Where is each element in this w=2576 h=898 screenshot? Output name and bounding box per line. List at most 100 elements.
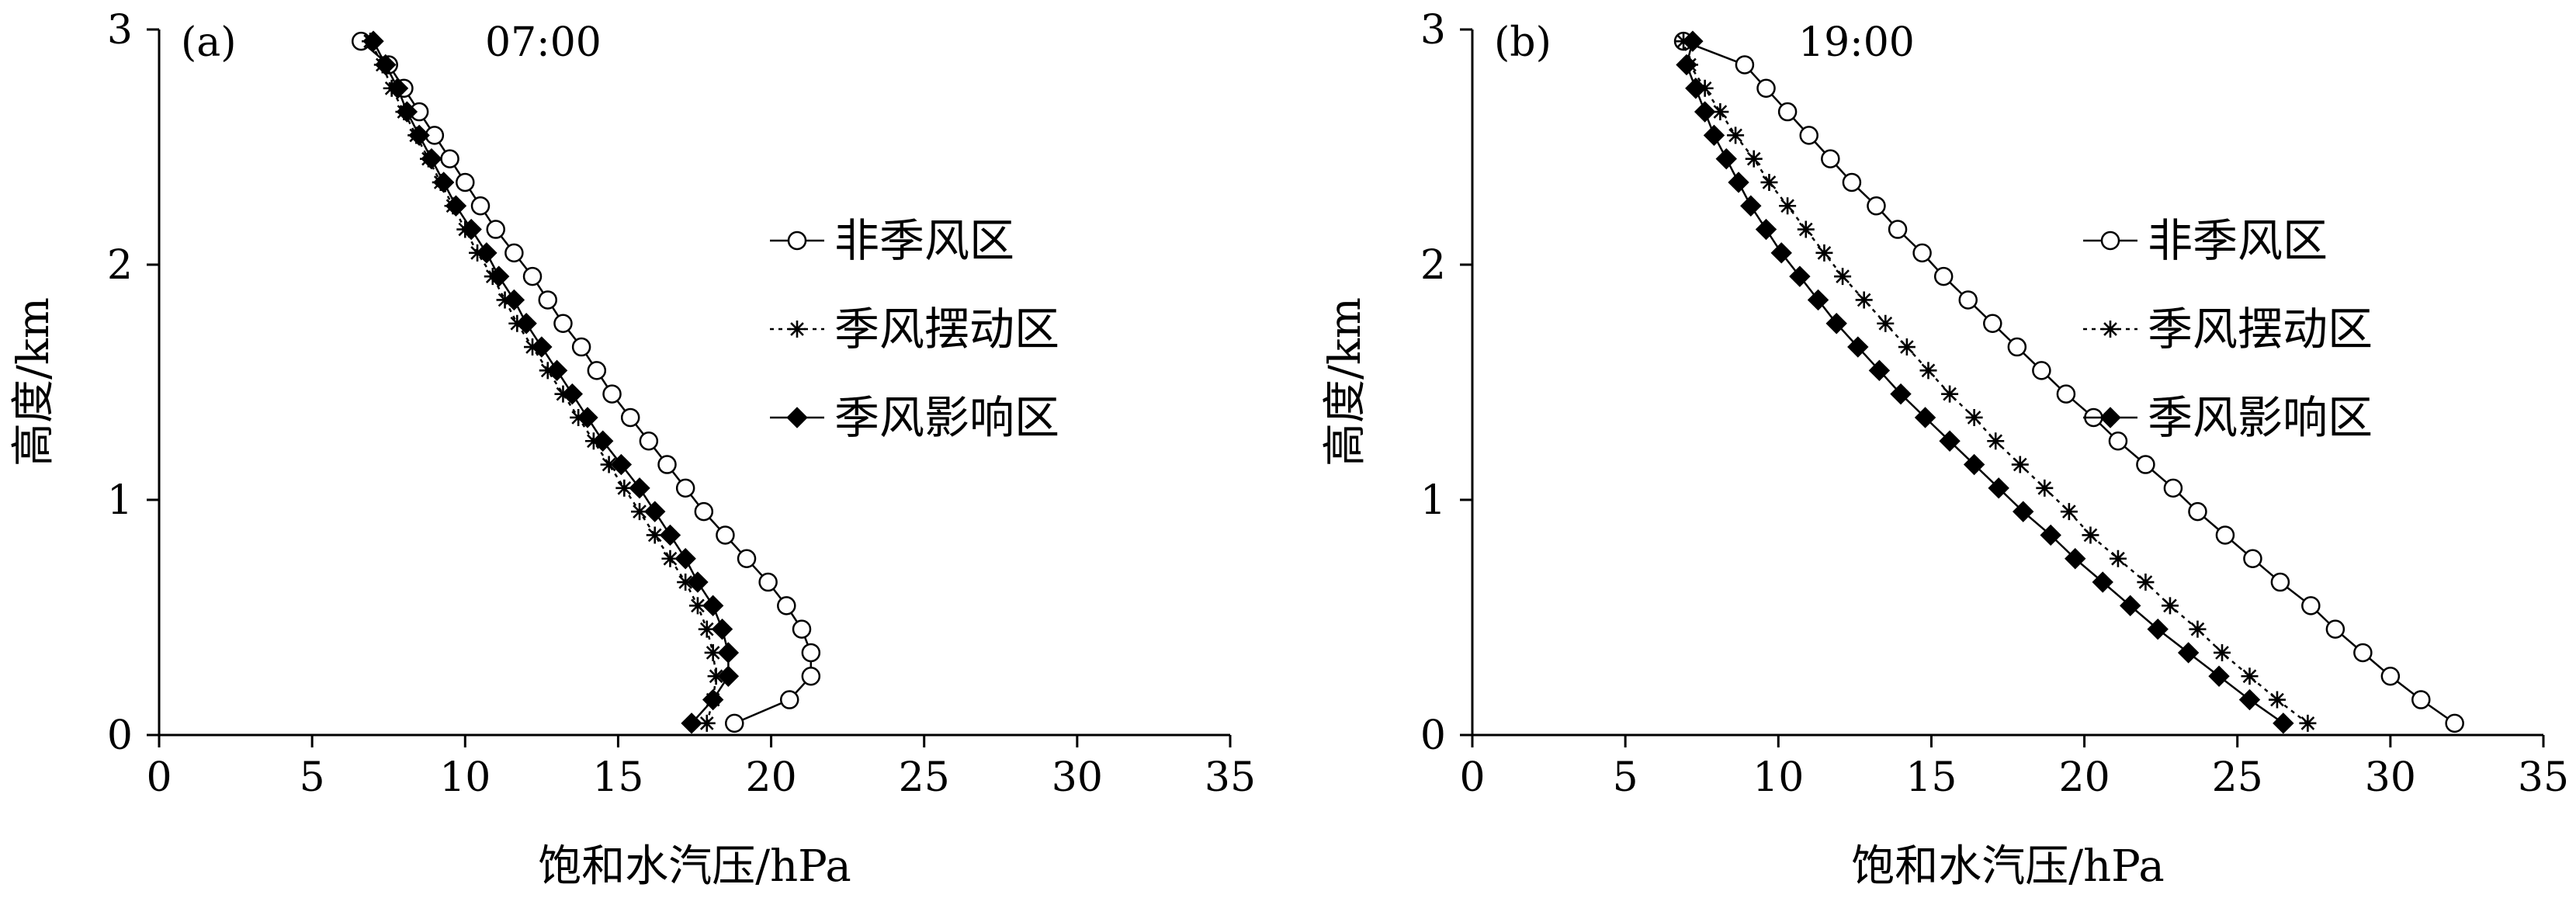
data-point xyxy=(717,642,740,664)
data-point xyxy=(1988,477,2009,499)
data-point xyxy=(725,713,744,733)
data-point xyxy=(600,456,618,473)
data-point xyxy=(1740,195,1762,217)
data-point xyxy=(801,667,821,686)
x-tick-label: 35 xyxy=(2518,754,2569,801)
data-point xyxy=(1898,338,1916,356)
panel-b: 0 5 10 15 20 25 30 35 0 1 2 3 饱和水汽压/hPa 高度/km (b) 19:00… xyxy=(1320,7,2569,892)
data-point xyxy=(610,453,633,476)
data-point xyxy=(531,336,553,358)
data-point xyxy=(792,619,812,639)
x-tick-label: 20 xyxy=(2058,754,2110,801)
data-point xyxy=(1727,127,1745,144)
data-point xyxy=(1867,196,1886,216)
legend-marker xyxy=(786,407,808,428)
data-point xyxy=(1983,314,2002,333)
data-point xyxy=(1965,408,1983,426)
data-point xyxy=(644,501,666,522)
legend-label: 季风影响区 xyxy=(2148,391,2373,444)
data-point xyxy=(486,220,505,239)
data-point xyxy=(504,243,524,263)
data-point xyxy=(487,265,510,287)
data-point xyxy=(1779,197,1797,215)
x-tick-label: 5 xyxy=(1613,754,1638,801)
data-point xyxy=(631,503,649,521)
data-point xyxy=(1676,54,1697,76)
data-point xyxy=(2147,618,2169,640)
data-point xyxy=(674,548,696,570)
data-point xyxy=(758,572,778,592)
legend-label: 季风摆动区 xyxy=(2148,303,2373,355)
legend-label: 非季风区 xyxy=(2148,214,2328,267)
data-point xyxy=(694,501,714,522)
x-tick-label: 5 xyxy=(300,754,325,801)
data-point xyxy=(677,574,695,591)
data-point xyxy=(1756,78,1776,98)
data-point xyxy=(698,714,716,732)
legend-marker xyxy=(787,231,807,251)
data-point xyxy=(602,384,622,404)
data-point xyxy=(1703,124,1725,147)
data-point xyxy=(661,550,679,567)
data-point xyxy=(2163,478,2183,498)
data-point xyxy=(711,618,733,640)
data-point xyxy=(1694,101,1716,123)
y-tick-label: 0 xyxy=(107,713,133,759)
data-point xyxy=(1715,147,1737,170)
legend-marker xyxy=(2102,321,2119,338)
y-tick-label: 3 xyxy=(107,7,133,54)
data-point xyxy=(2238,688,2261,711)
data-point xyxy=(2215,525,2235,545)
data-point xyxy=(2065,548,2086,570)
data-point xyxy=(1755,218,1777,241)
data-point xyxy=(1682,30,1704,52)
data-point xyxy=(2040,524,2061,546)
data-point xyxy=(396,101,418,123)
data-point xyxy=(1777,102,1798,122)
data-point xyxy=(522,266,543,286)
data-point xyxy=(515,313,537,335)
data-point xyxy=(587,361,607,380)
data-point xyxy=(2036,479,2054,497)
data-point xyxy=(2268,691,2286,709)
data-point xyxy=(432,172,455,193)
data-point xyxy=(1987,432,2005,450)
data-point xyxy=(687,571,709,593)
series-line xyxy=(1685,40,2284,724)
y-tick-label: 3 xyxy=(1420,7,1446,54)
data-point xyxy=(1939,430,1961,452)
data-point xyxy=(1890,383,1912,405)
data-point xyxy=(779,690,799,709)
panel-label: (a) xyxy=(181,19,237,66)
data-point xyxy=(1941,385,1959,403)
data-point xyxy=(629,477,650,499)
data-point xyxy=(2109,550,2127,567)
x-tick-label: 25 xyxy=(2212,754,2263,801)
data-point xyxy=(1685,78,1707,99)
data-point xyxy=(2353,643,2373,663)
data-point xyxy=(2092,571,2113,593)
data-point xyxy=(553,314,573,333)
data-point xyxy=(1760,173,1778,191)
time-label: 07:00 xyxy=(485,19,602,66)
data-point xyxy=(2273,713,2294,734)
series-line xyxy=(360,40,813,725)
time-label: 19:00 xyxy=(1798,19,1915,66)
data-point xyxy=(777,596,796,615)
x-tick-label: 0 xyxy=(146,754,172,801)
data-point xyxy=(702,688,724,711)
x-tick-label: 35 xyxy=(1205,754,1256,801)
data-point xyxy=(2270,572,2290,592)
data-point xyxy=(592,430,614,452)
data-point xyxy=(2137,574,2155,591)
y-axis-label: 高度/km xyxy=(9,297,59,466)
data-point xyxy=(1834,268,1852,286)
x-tick-label: 0 xyxy=(1459,754,1485,801)
data-point xyxy=(1933,266,1954,286)
y-tick-label: 1 xyxy=(107,477,133,524)
data-point xyxy=(460,218,482,241)
series-line xyxy=(372,40,730,724)
data-point xyxy=(1728,172,1749,193)
x-tick-label: 30 xyxy=(2365,754,2416,801)
x-tick-label: 10 xyxy=(1753,754,1804,801)
